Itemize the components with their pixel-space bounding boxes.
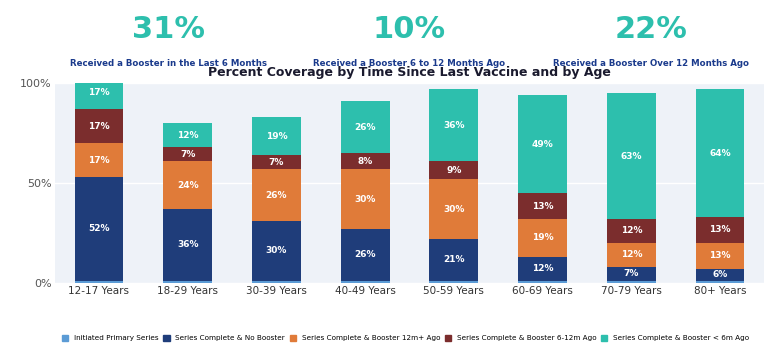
Bar [75,281,123,283]
Text: 24%: 24% [177,180,198,189]
Text: 30%: 30% [354,195,376,204]
Bar [430,89,478,161]
Text: Received a Booster Over 12 Months Ago: Received a Booster Over 12 Months Ago [553,59,749,68]
Bar [696,217,744,243]
Bar [163,281,212,283]
Text: 30%: 30% [266,246,287,255]
Text: 49%: 49% [532,140,554,149]
Text: 10%: 10% [373,15,446,45]
Text: 17%: 17% [88,122,110,131]
Text: 7%: 7% [180,150,195,159]
Bar [696,281,744,283]
Title: Percent Coverage by Time Since Last Vaccine and by Age: Percent Coverage by Time Since Last Vacc… [208,66,611,79]
Legend: Initiated Primary Series, Series Complete & No Booster, Series Complete & Booste: Initiated Primary Series, Series Complet… [62,335,750,342]
Bar [518,193,567,219]
Text: 26%: 26% [354,250,376,259]
Bar [341,153,389,169]
Bar [607,281,656,283]
Text: 13%: 13% [709,226,731,235]
Bar [696,89,744,217]
Bar [341,229,389,281]
Text: Received a Booster in the Last 6 Months: Received a Booster in the Last 6 Months [69,59,267,68]
Text: 6%: 6% [712,270,728,279]
Text: 52%: 52% [88,225,110,234]
Text: 36%: 36% [443,121,465,130]
Bar [163,123,212,147]
Bar [607,219,656,243]
Bar [518,95,567,193]
Text: 13%: 13% [709,252,731,260]
Text: 19%: 19% [532,234,553,243]
Bar [252,117,301,155]
Bar [430,281,478,283]
Bar [341,101,389,153]
Bar [430,179,478,239]
Bar [341,169,389,229]
Text: 9%: 9% [446,166,462,175]
Text: 12%: 12% [177,131,198,140]
Text: 12%: 12% [621,250,642,259]
Text: Received a Booster 6 to 12 Months Ago: Received a Booster 6 to 12 Months Ago [314,59,505,68]
Text: 21%: 21% [443,255,465,264]
Bar [696,243,744,269]
Bar [252,221,301,281]
Bar [518,219,567,257]
Bar [252,281,301,283]
Text: 7%: 7% [269,158,284,167]
Bar [163,161,212,209]
Text: 17%: 17% [88,88,110,97]
Text: 7%: 7% [624,269,639,278]
Text: 64%: 64% [709,149,731,158]
Bar [75,143,123,177]
Text: 30%: 30% [443,205,465,214]
Bar [518,257,567,281]
Text: 26%: 26% [354,123,376,132]
Text: 13%: 13% [532,201,553,210]
Text: 8%: 8% [357,157,373,166]
Text: 31%: 31% [132,15,204,45]
Bar [696,269,744,281]
Bar [252,155,301,169]
Text: 17%: 17% [88,156,110,165]
Bar [607,243,656,267]
Bar [430,239,478,281]
Text: 12%: 12% [532,264,553,274]
Text: 22%: 22% [615,15,687,45]
Bar [252,169,301,221]
Bar [607,93,656,219]
Bar [518,281,567,283]
Text: 26%: 26% [266,190,287,199]
Bar [75,109,123,143]
Bar [163,147,212,161]
Text: 19%: 19% [266,132,287,141]
Bar [430,161,478,179]
Bar [341,281,389,283]
Text: 12%: 12% [621,226,642,236]
Text: 36%: 36% [177,240,198,249]
Bar [75,75,123,109]
Text: 63%: 63% [621,151,642,161]
Bar [607,267,656,281]
Bar [163,209,212,281]
Bar [75,177,123,281]
